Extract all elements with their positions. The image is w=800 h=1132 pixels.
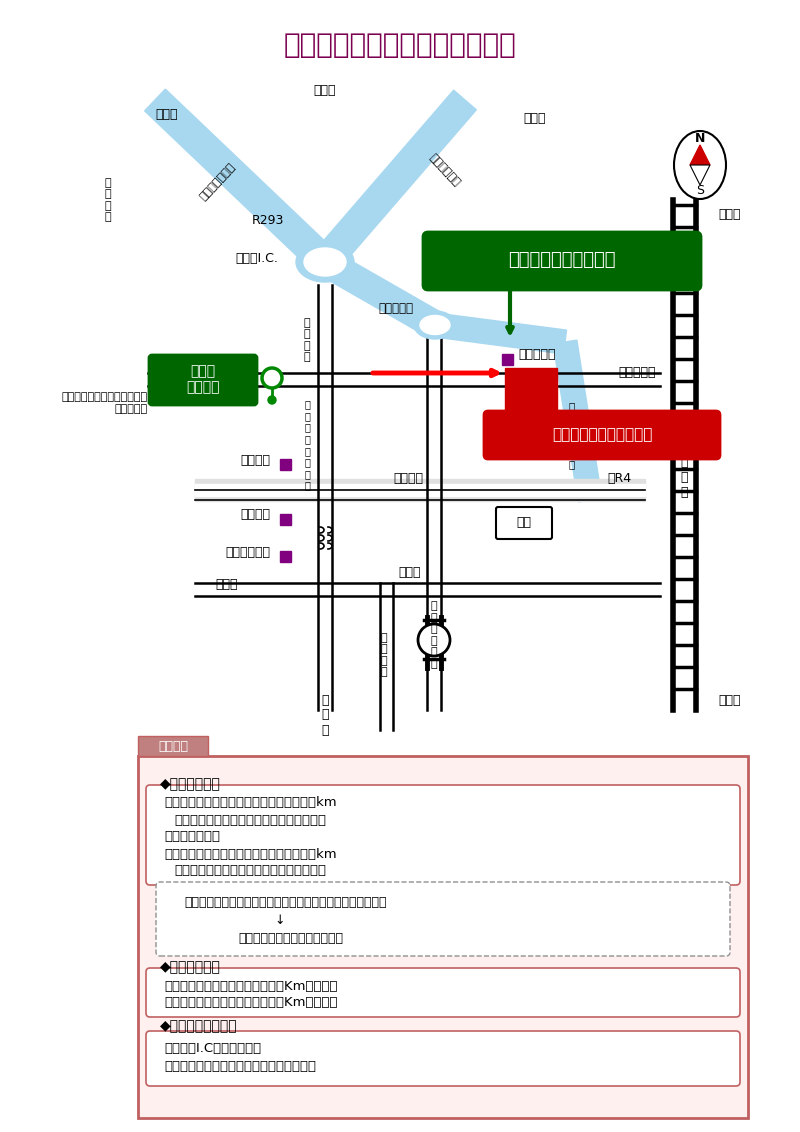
Polygon shape bbox=[195, 479, 645, 501]
Text: R293: R293 bbox=[252, 214, 284, 226]
Polygon shape bbox=[553, 340, 602, 501]
Circle shape bbox=[262, 368, 282, 388]
Text: 至田原街道: 至田原街道 bbox=[618, 367, 655, 379]
Polygon shape bbox=[434, 314, 566, 354]
Text: 至
宇
都
宮: 至 宇 都 宮 bbox=[105, 178, 111, 222]
Text: アクセス: アクセス bbox=[158, 739, 188, 753]
Text: ◆東北自動車道利用: ◆東北自動車道利用 bbox=[160, 1019, 238, 1034]
Ellipse shape bbox=[420, 316, 450, 334]
Text: 日光宇都宮道路: 日光宇都宮道路 bbox=[198, 162, 238, 203]
Text: とちぎ男女共同参画センター
パルティー: とちぎ男女共同参画センター パルティー bbox=[62, 392, 148, 414]
Ellipse shape bbox=[414, 311, 456, 338]
Text: 外環状線: 外環状線 bbox=[393, 472, 423, 484]
FancyBboxPatch shape bbox=[149, 355, 257, 405]
FancyBboxPatch shape bbox=[146, 1031, 740, 1086]
Text: バス停から徒歩１５分: バス停から徒歩１５分 bbox=[508, 251, 616, 269]
Text: 栃木県総合教育センター案内図: 栃木県総合教育センター案内図 bbox=[284, 31, 516, 59]
FancyBboxPatch shape bbox=[496, 507, 552, 539]
Text: 県庁: 県庁 bbox=[517, 516, 531, 530]
Text: Ｊ
Ｒ
宇
都
宮
駅: Ｊ Ｒ 宇 都 宮 駅 bbox=[680, 411, 688, 499]
Text: （
国
道
１
１
９
号
）: （ 国 道 １ １ ９ 号 ） bbox=[304, 400, 310, 490]
Text: ↓: ↓ bbox=[274, 914, 285, 926]
Text: 農業試験場: 農業試験場 bbox=[518, 349, 555, 361]
Text: ・宇都宮I.Cから車で５分: ・宇都宮I.Cから車で５分 bbox=[164, 1043, 261, 1055]
Text: バス乗車時間　約２５分＋徒歩　約１５分: バス乗車時間 約２５分＋徒歩 約１５分 bbox=[174, 865, 326, 877]
Polygon shape bbox=[195, 484, 645, 496]
FancyBboxPatch shape bbox=[146, 784, 740, 885]
Text: 至日光: 至日光 bbox=[314, 84, 336, 96]
Text: 栃木県総合教育センター: 栃木県総合教育センター bbox=[552, 428, 652, 443]
FancyBboxPatch shape bbox=[156, 882, 730, 957]
Text: 至東京: 至東京 bbox=[718, 694, 741, 706]
Text: 至
栃
木: 至 栃 木 bbox=[322, 694, 329, 737]
Text: 系統：今市・日光東照宮行、船生行、山王団地行、石那田行: 系統：今市・日光東照宮行、船生行、山王団地行、石那田行 bbox=[184, 895, 386, 909]
Text: （大通り沿いバス停：東武駅前）　約　９km: （大通り沿いバス停：東武駅前） 約 ９km bbox=[164, 848, 337, 860]
Bar bbox=[280, 514, 291, 525]
Text: ◆関東バス利用: ◆関東バス利用 bbox=[160, 777, 221, 791]
Text: ◆タクシー利用: ◆タクシー利用 bbox=[160, 960, 221, 974]
Text: （宇都宮北道路野沢ランプを下りてすぐ）: （宇都宮北道路野沢ランプを下りてすぐ） bbox=[164, 1061, 316, 1073]
Text: 東北自動車道: 東北自動車道 bbox=[428, 152, 462, 188]
Polygon shape bbox=[318, 250, 442, 337]
Text: 東
武
宇
都
宮
駅: 東 武 宇 都 宮 駅 bbox=[430, 601, 438, 669]
Text: 宇都宮I.C.: 宇都宮I.C. bbox=[235, 251, 278, 265]
Bar bbox=[502, 354, 513, 365]
Text: 野沢ランプ: 野沢ランプ bbox=[378, 301, 413, 315]
Text: 大通り: 大通り bbox=[398, 566, 421, 578]
Ellipse shape bbox=[304, 248, 346, 276]
Polygon shape bbox=[690, 165, 710, 185]
Text: 日
光
街
道: 日 光 街 道 bbox=[304, 318, 310, 362]
Polygon shape bbox=[145, 89, 335, 273]
Text: ・東武宇都宮駅から　　　約　９Km　２０分: ・東武宇都宮駅から 約 ９Km ２０分 bbox=[164, 996, 338, 1010]
Bar bbox=[138, 756, 748, 1118]
Text: 県体育館: 県体育館 bbox=[240, 508, 270, 522]
Text: バス乗車時間　約３０分＋徒歩　約１５分: バス乗車時間 約３０分＋徒歩 約１５分 bbox=[174, 814, 326, 826]
Ellipse shape bbox=[674, 131, 726, 199]
Text: バス停
野沢寺前: バス停 野沢寺前 bbox=[186, 363, 220, 394]
Bar bbox=[280, 458, 291, 470]
FancyBboxPatch shape bbox=[484, 411, 720, 458]
Text: ・ＪＲ宇都宮駅西口（８番のりば）約１０km: ・ＪＲ宇都宮駅西口（８番のりば）約１０km bbox=[164, 797, 337, 809]
Text: 足利銀行本店: 足利銀行本店 bbox=[225, 546, 270, 558]
Text: 至大谷: 至大谷 bbox=[215, 578, 238, 592]
FancyBboxPatch shape bbox=[423, 232, 701, 290]
Bar bbox=[280, 551, 291, 561]
Text: 至氏家: 至氏家 bbox=[524, 111, 546, 125]
Text: ・ＪＲ宇都宮駅西口から　約１０Km　２５分: ・ＪＲ宇都宮駅西口から 約１０Km ２５分 bbox=[164, 979, 338, 993]
Text: S: S bbox=[696, 185, 704, 197]
Text: 至鹿沼: 至鹿沼 bbox=[155, 109, 178, 121]
Text: N: N bbox=[695, 132, 705, 146]
Polygon shape bbox=[314, 91, 476, 272]
Bar bbox=[138, 736, 208, 756]
Text: 宇
都
宮
北
道
路: 宇 都 宮 北 道 路 bbox=[569, 401, 575, 469]
Polygon shape bbox=[690, 145, 710, 165]
Text: 至黒磯: 至黒磯 bbox=[718, 208, 741, 222]
Text: 文星大学: 文星大学 bbox=[240, 454, 270, 466]
Text: 野沢寺前下車　徒歩　約１５分: 野沢寺前下車 徒歩 約１５分 bbox=[238, 932, 343, 944]
Text: 東
京
街
道: 東 京 街 道 bbox=[381, 633, 387, 677]
Circle shape bbox=[418, 624, 450, 657]
Text: 至R4: 至R4 bbox=[607, 472, 631, 484]
Bar bbox=[505, 368, 557, 415]
FancyBboxPatch shape bbox=[146, 968, 740, 1017]
Text: ・東武宇都宮駅: ・東武宇都宮駅 bbox=[164, 831, 220, 843]
Circle shape bbox=[268, 396, 276, 404]
Ellipse shape bbox=[296, 242, 354, 282]
